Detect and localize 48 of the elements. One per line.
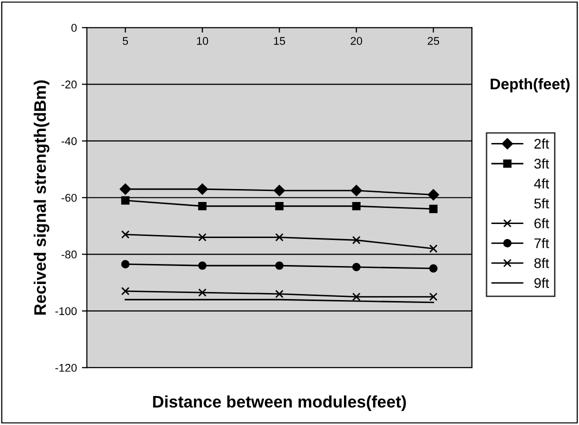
point (352, 236, 361, 244)
point (120, 184, 131, 195)
legend-label: 9ft (534, 278, 550, 288)
point (198, 288, 207, 297)
point (198, 202, 207, 210)
legend-label: 8ft (534, 258, 550, 268)
legend-label: 5ft (534, 198, 550, 208)
point (428, 189, 439, 200)
point (429, 292, 438, 301)
point (429, 244, 438, 253)
point (352, 202, 361, 210)
legend-label: 6ft (534, 218, 550, 228)
point (196, 184, 208, 195)
y-tick-label: 0 (71, 24, 77, 32)
y-axis-title: Recived signal strength(dBm) (34, 80, 50, 315)
legend-label: 7ft (534, 238, 550, 248)
point (275, 261, 284, 270)
legend-label: 2ft (534, 138, 550, 149)
legend-label: 3ft (534, 158, 550, 169)
x-axis-title: Distance between modules(feet) (153, 395, 406, 411)
point (429, 264, 438, 273)
point (121, 260, 130, 268)
legend-label: 4ft (534, 178, 550, 188)
x-tick-label: 10 (197, 37, 208, 45)
point (121, 230, 130, 239)
x-tick-label: 5 (122, 37, 128, 45)
y-tick-label: -40 (62, 137, 77, 146)
legend-title: Depth(feet) (490, 78, 570, 92)
y-tick-label: -20 (62, 80, 77, 88)
point (121, 286, 130, 296)
point (352, 262, 361, 272)
y-tick-label: -80 (62, 250, 77, 258)
x-tick-label: 25 (428, 37, 440, 45)
point (429, 204, 438, 214)
y-tick-label: -100 (55, 307, 77, 316)
y-tick-label: -60 (62, 194, 77, 202)
point (275, 202, 284, 210)
point (352, 292, 361, 301)
x-tick-label: 15 (274, 37, 286, 45)
point (198, 261, 207, 270)
point (275, 290, 284, 298)
point (275, 233, 284, 242)
point (198, 233, 207, 242)
x-tick-label: 20 (350, 37, 362, 45)
point (274, 184, 285, 196)
point (350, 184, 362, 196)
point (121, 196, 130, 205)
y-tick-label: -120 (55, 364, 77, 372)
